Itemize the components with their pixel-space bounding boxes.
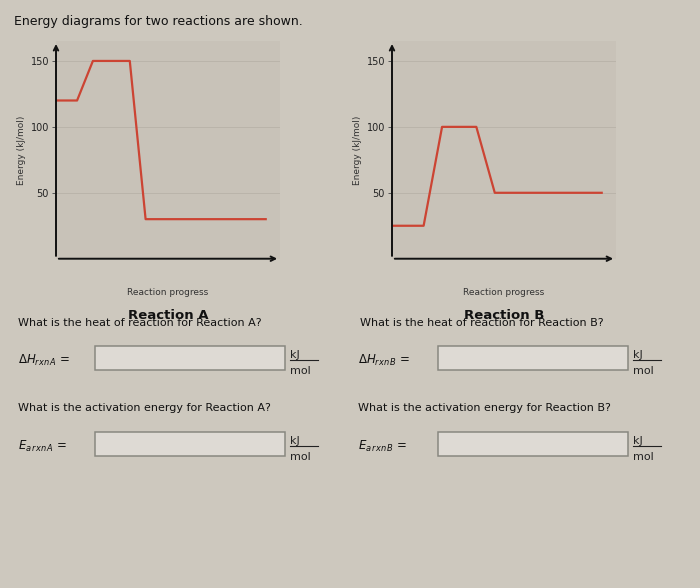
Bar [95,346,285,370]
Text: kJ: kJ [633,436,643,446]
Text: Reaction A: Reaction A [127,309,209,322]
Bar [438,432,628,456]
Bar [438,346,628,370]
Y-axis label: Energy (kJ/mol): Energy (kJ/mol) [354,115,363,185]
Text: Reaction progress: Reaction progress [463,288,545,297]
Text: kJ: kJ [290,350,300,360]
Text: $E_{a\,rxn\,A}$ =: $E_{a\,rxn\,A}$ = [18,439,67,454]
Text: mol: mol [633,366,654,376]
Text: mol: mol [290,366,311,376]
Text: $E_{a\,rxn\,B}$ =: $E_{a\,rxn\,B}$ = [358,439,407,454]
Text: Reaction B: Reaction B [464,309,544,322]
Text: What is the activation energy for Reaction B?: What is the activation energy for Reacti… [358,403,611,413]
Text: $\Delta H_{rxn\,A}$ =: $\Delta H_{rxn\,A}$ = [18,353,70,368]
Text: Reaction progress: Reaction progress [127,288,209,297]
Text: mol: mol [290,452,311,462]
Text: What is the activation energy for Reaction A?: What is the activation energy for Reacti… [18,403,271,413]
Text: mol: mol [633,452,654,462]
Text: kJ: kJ [633,350,643,360]
Text: What is the heat of reaction for Reaction A?: What is the heat of reaction for Reactio… [18,318,262,328]
Text: What is the heat of reaction for Reaction B?: What is the heat of reaction for Reactio… [360,318,603,328]
Y-axis label: Energy (kJ/mol): Energy (kJ/mol) [18,115,27,185]
Text: Energy diagrams for two reactions are shown.: Energy diagrams for two reactions are sh… [14,15,302,28]
Text: $\Delta H_{rxn\,B}$ =: $\Delta H_{rxn\,B}$ = [358,353,410,368]
Bar [95,432,285,456]
Text: kJ: kJ [290,436,300,446]
